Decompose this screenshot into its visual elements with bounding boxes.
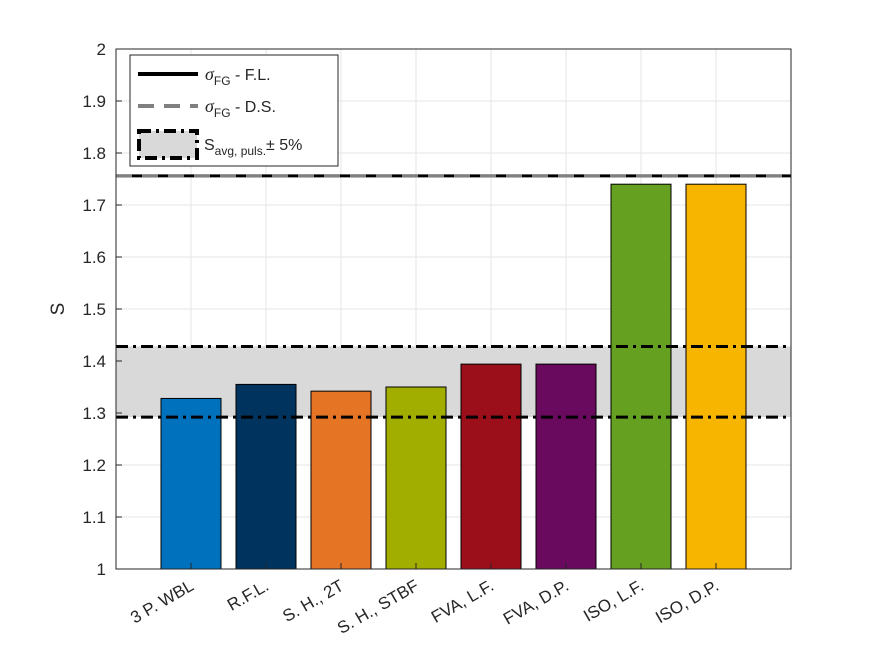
legend-entry-ds: σFG - D.S. [138, 96, 276, 120]
legend-label-band: Savg, puls.± 5% [204, 137, 302, 158]
band-fill [116, 346, 791, 418]
y-axis-ticks: 1 1.1 1.2 1.3 1.4 1.5 1.6 1.7 1.8 1.9 2 [82, 40, 122, 579]
bar [385, 386, 447, 570]
y-tick-label: 1.3 [82, 404, 106, 423]
bar [310, 390, 372, 570]
band-layer [116, 346, 791, 418]
y-tick-label: 1.8 [82, 144, 106, 163]
y-tick-label: 1.6 [82, 248, 106, 267]
bar [610, 183, 672, 570]
y-tick-label: 2 [97, 40, 106, 59]
legend-label-ds: σFG - D.S. [205, 96, 276, 120]
bar [235, 383, 297, 570]
legend-label-fl: σFG - F.L. [205, 64, 271, 88]
y-axis-label: S [48, 303, 69, 316]
y-tick-label: 1.5 [82, 300, 106, 319]
legend: σFG - F.L. σFG - D.S. Savg, puls.± 5% [129, 54, 339, 167]
bar [160, 397, 222, 570]
legend-entry-fl: σFG - F.L. [138, 64, 271, 88]
bar [535, 363, 597, 570]
y-tick-label: 1.1 [82, 508, 106, 527]
bars [160, 183, 747, 570]
y-tick-label: 1 [97, 560, 106, 579]
y-tick-label: 1.2 [82, 456, 106, 475]
y-tick-label: 1.9 [82, 92, 106, 111]
y-tick-label: 1.7 [82, 196, 106, 215]
reference-lines [116, 174, 791, 419]
legend-entry-band: Savg, puls.± 5% [137, 129, 302, 160]
legend-swatch-band [137, 129, 199, 160]
bar [460, 363, 522, 570]
y-tick-label: 1.4 [82, 352, 106, 371]
bar [685, 183, 747, 570]
